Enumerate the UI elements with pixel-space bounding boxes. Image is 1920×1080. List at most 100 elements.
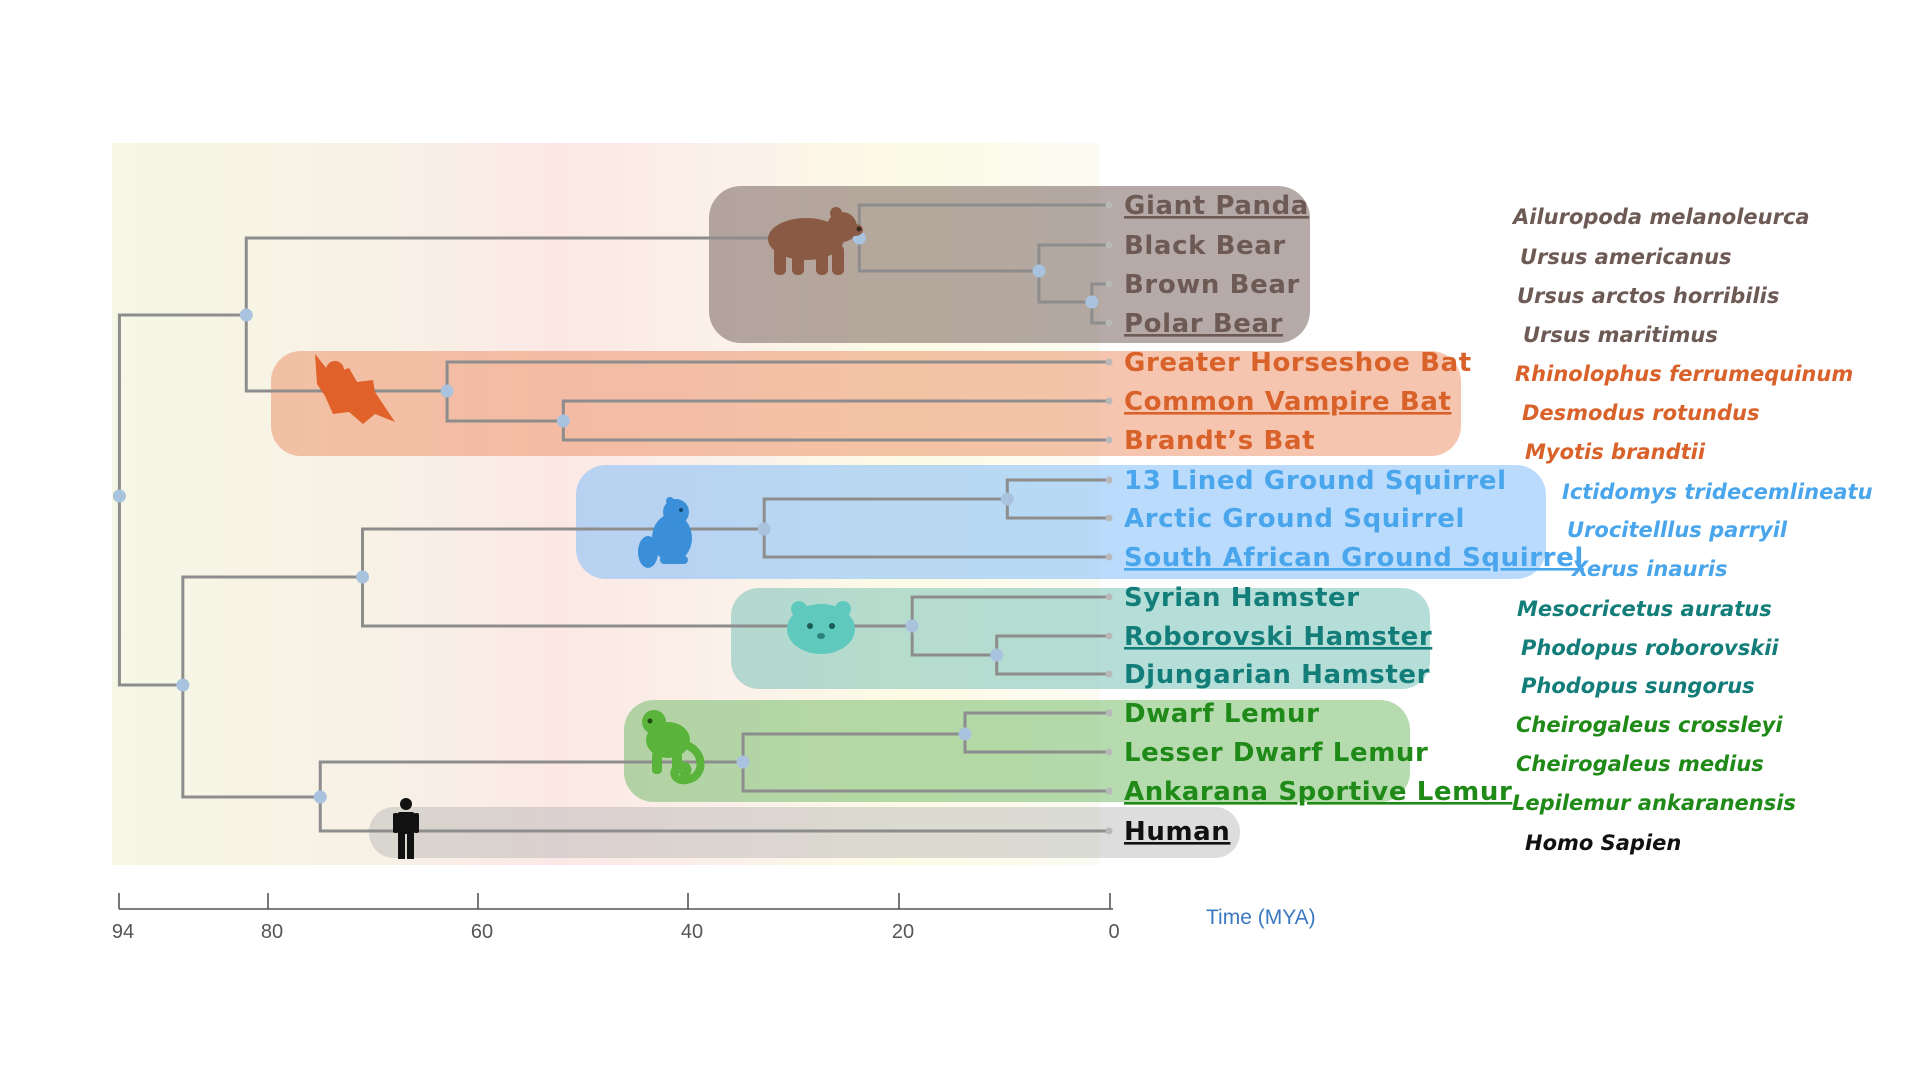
species-labels: Giant Panda Ailuropoda melanoleurca Black … bbox=[1124, 191, 1873, 855]
species-scientific-name: Ursus americanus bbox=[1520, 245, 1732, 269]
species-scientific-name: Ursus maritimus bbox=[1523, 323, 1718, 347]
node-prim bbox=[313, 790, 327, 804]
node-glires bbox=[356, 570, 370, 584]
species-scientific-name: Ursus arctos horribilis bbox=[1517, 284, 1779, 308]
species-common-name[interactable]: Brandt’s Bat bbox=[1124, 426, 1315, 456]
tip-node-15 bbox=[1105, 787, 1113, 795]
tree-branch-22 bbox=[910, 595, 1109, 626]
species-scientific-name: Xerus inauris bbox=[1570, 557, 1728, 581]
species-common-name[interactable]: Human bbox=[1124, 817, 1230, 847]
tree-branch-23 bbox=[910, 626, 997, 657]
tree-branch-17 bbox=[361, 577, 913, 628]
tree-branch-18 bbox=[762, 497, 1008, 529]
node-bearC bbox=[1085, 295, 1099, 309]
bats-highlight bbox=[271, 351, 1461, 456]
species-scientific-name: Ictidomys tridecemlineatu bbox=[1562, 480, 1873, 504]
species-common-name[interactable]: Common Vampire Bat bbox=[1124, 387, 1452, 417]
tree-branch-15 bbox=[181, 685, 321, 799]
tree-nodes bbox=[112, 201, 1113, 835]
tree-branch-5 bbox=[857, 238, 1040, 273]
bear-icon bbox=[768, 207, 863, 275]
node-hamB bbox=[990, 648, 1004, 662]
tip-node-8 bbox=[1105, 514, 1113, 522]
node-batB bbox=[556, 414, 570, 428]
species-common-name[interactable]: South African Ground Squirrel bbox=[1124, 543, 1584, 573]
tip-node-5 bbox=[1105, 397, 1113, 405]
hamster-icon bbox=[787, 601, 855, 654]
species-common-name[interactable]: Arctic Ground Squirrel bbox=[1124, 504, 1465, 534]
tip-node-16 bbox=[1105, 827, 1113, 835]
node-bearB bbox=[1032, 264, 1046, 278]
species-common-name[interactable]: Roborovski Hamster bbox=[1124, 622, 1432, 652]
tree-branch-6 bbox=[1037, 243, 1109, 271]
tree-branch-3 bbox=[244, 315, 448, 393]
species-common-name[interactable]: Giant Panda bbox=[1124, 191, 1309, 221]
species-common-name[interactable]: Ankarana Sportive Lemur bbox=[1124, 777, 1512, 807]
lemur-icon bbox=[642, 710, 705, 785]
species-scientific-name: Myotis brandtii bbox=[1525, 440, 1706, 464]
tree-branch-7 bbox=[1037, 271, 1092, 304]
tip-node-9 bbox=[1105, 553, 1113, 561]
node-ham bbox=[905, 619, 919, 633]
tree-branch-16 bbox=[361, 527, 765, 577]
species-scientific-name: Lepilemur ankaranensis bbox=[1512, 791, 1796, 815]
node-bat bbox=[440, 384, 454, 398]
node-sq bbox=[757, 522, 771, 536]
axis-tick-label: 20 bbox=[892, 921, 914, 943]
node-eua bbox=[176, 678, 190, 692]
species-scientific-name: Homo Sapien bbox=[1525, 831, 1681, 855]
tip-node-12 bbox=[1105, 670, 1113, 678]
species-scientific-name: Ailuropoda melanoleurca bbox=[1511, 205, 1810, 229]
human-icon bbox=[393, 798, 419, 859]
tip-node-2 bbox=[1105, 280, 1113, 288]
species-scientific-name: Desmodus rotundus bbox=[1522, 401, 1759, 425]
tip-node-13 bbox=[1105, 709, 1113, 717]
tip-node-7 bbox=[1105, 476, 1113, 484]
species-scientific-name: Phodopus sungorus bbox=[1521, 674, 1755, 698]
tip-node-14 bbox=[1105, 748, 1113, 756]
node-lemB bbox=[958, 727, 972, 741]
node-root bbox=[112, 489, 126, 503]
axis-tick-label: 80 bbox=[261, 921, 283, 943]
species-common-name[interactable]: Greater Horseshoe Bat bbox=[1124, 348, 1472, 378]
tree-branches bbox=[117, 203, 1109, 833]
axis-tick-label: 60 bbox=[471, 921, 493, 943]
tree-branch-0 bbox=[117, 313, 247, 496]
axis-tick-label: 0 bbox=[1108, 921, 1119, 943]
species-common-name[interactable]: Dwarf Lemur bbox=[1124, 699, 1320, 729]
species-scientific-name: Cheirogaleus medius bbox=[1516, 752, 1764, 776]
tree-branch-12 bbox=[561, 399, 1109, 421]
tree-branch-26 bbox=[318, 760, 744, 797]
species-common-name[interactable]: Brown Bear bbox=[1124, 270, 1300, 300]
bat-icon bbox=[315, 354, 395, 424]
species-common-name[interactable]: Syrian Hamster bbox=[1124, 583, 1360, 613]
tip-node-3 bbox=[1105, 319, 1113, 327]
axis-tick-label: 94 bbox=[112, 921, 134, 943]
species-common-name[interactable]: Black Bear bbox=[1124, 231, 1286, 261]
tree-branch-29 bbox=[741, 762, 1109, 793]
species-scientific-name: Urocitelllus parryil bbox=[1567, 518, 1788, 542]
species-scientific-name: Rhinolophus ferrumequinum bbox=[1515, 362, 1853, 386]
node-sqB bbox=[1000, 492, 1014, 506]
species-scientific-name: Cheirogaleus crossleyi bbox=[1516, 713, 1783, 737]
species-common-name[interactable]: 13 Lined Ground Squirrel bbox=[1124, 466, 1507, 496]
species-common-name[interactable]: Polar Bear bbox=[1124, 309, 1283, 339]
species-common-name[interactable]: Lesser Dwarf Lemur bbox=[1124, 738, 1428, 768]
tip-node-11 bbox=[1105, 632, 1113, 640]
species-common-name[interactable]: Djungarian Hamster bbox=[1124, 660, 1430, 690]
tip-node-10 bbox=[1105, 593, 1113, 601]
squirrels-highlight bbox=[576, 465, 1546, 579]
node-lem bbox=[736, 755, 750, 769]
time-axis: 94 80 60 40 20 0 bbox=[112, 893, 1120, 943]
tree-branch-2 bbox=[244, 236, 860, 315]
axis-title: Time (MYA) bbox=[1206, 906, 1316, 929]
tree-branch-10 bbox=[445, 360, 1109, 391]
tree-branch-14 bbox=[181, 575, 363, 685]
tip-node-4 bbox=[1105, 358, 1113, 366]
tree-branch-9 bbox=[1090, 302, 1109, 325]
tree-branch-30 bbox=[963, 711, 1109, 734]
node-laur bbox=[239, 308, 253, 322]
tree-branch-1 bbox=[117, 496, 183, 687]
tree-branch-11 bbox=[445, 391, 564, 423]
species-scientific-name: Mesocricetus auratus bbox=[1517, 597, 1772, 621]
